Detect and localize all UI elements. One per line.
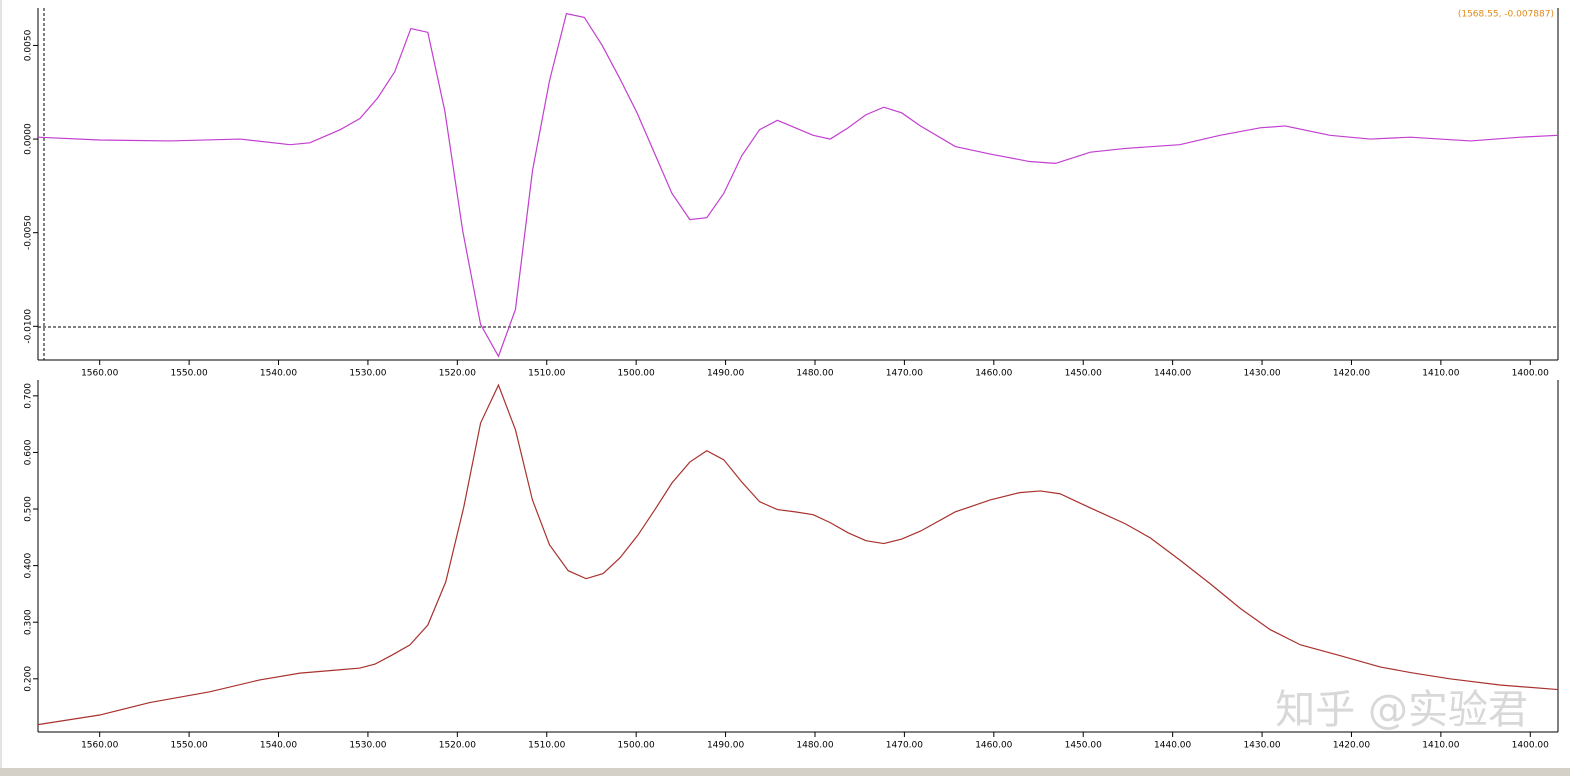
- status-strip: [0, 768, 1570, 776]
- cursor-readout: (1568.55, -0.007887): [1458, 10, 1554, 20]
- y-tick-label: -0.0050: [24, 215, 34, 250]
- x-tick-label: 1440.00: [1154, 741, 1191, 751]
- x-tick-label: 1540.00: [260, 369, 297, 379]
- x-tick-label: 1420.00: [1333, 741, 1370, 751]
- spectrum-line: [37, 12, 1559, 358]
- y-tick-label: -0.0100: [24, 309, 34, 344]
- x-tick-label: 1480.00: [796, 369, 833, 379]
- x-tick-label: 1520.00: [439, 741, 476, 751]
- x-tick-label: 1480.00: [796, 741, 833, 751]
- y-tick-label: 0.0050: [24, 29, 34, 61]
- y-tick-label: 0.500: [24, 496, 34, 522]
- x-tick-label: 1410.00: [1422, 741, 1459, 751]
- x-tick-label: 1450.00: [1065, 741, 1102, 751]
- x-tick-label: 1520.00: [439, 369, 476, 379]
- x-tick-label: 1470.00: [886, 741, 923, 751]
- x-tick-label: 1420.00: [1333, 369, 1370, 379]
- x-tick-label: 1400.00: [1512, 369, 1549, 379]
- spectrum-line: [37, 383, 1559, 726]
- y-tick-label: 0.0000: [24, 123, 34, 155]
- x-tick-label: 1550.00: [170, 741, 207, 751]
- x-tick-label: 1470.00: [886, 369, 923, 379]
- y-tick-label: 0.600: [24, 439, 34, 465]
- x-tick-label: 1510.00: [528, 741, 565, 751]
- x-tick-label: 1490.00: [707, 369, 744, 379]
- x-tick-label: 1560.00: [81, 369, 118, 379]
- x-tick-label: 1500.00: [618, 741, 655, 751]
- x-tick-label: 1410.00: [1422, 369, 1459, 379]
- x-tick-label: 1460.00: [975, 369, 1012, 379]
- x-tick-label: 1450.00: [1065, 369, 1102, 379]
- x-tick-label: 1550.00: [170, 369, 207, 379]
- x-tick-label: 1430.00: [1243, 369, 1280, 379]
- x-tick-label: 1500.00: [618, 369, 655, 379]
- x-tick-label: 1540.00: [260, 741, 297, 751]
- x-tick-label: 1460.00: [975, 741, 1012, 751]
- x-tick-label: 1510.00: [528, 369, 565, 379]
- x-tick-label: 1490.00: [707, 741, 744, 751]
- y-tick-label: 0.700: [24, 383, 34, 409]
- watermark: 知乎 @实验君: [1275, 687, 1528, 733]
- y-tick-label: 0.200: [24, 666, 34, 692]
- y-tick-label: 0.400: [24, 552, 34, 578]
- x-tick-label: 1430.00: [1243, 741, 1280, 751]
- x-tick-label: 1530.00: [349, 741, 386, 751]
- x-tick-label: 1530.00: [349, 369, 386, 379]
- x-tick-label: 1400.00: [1512, 741, 1549, 751]
- y-tick-label: 0.300: [24, 609, 34, 635]
- x-tick-label: 1440.00: [1154, 369, 1191, 379]
- x-tick-label: 1560.00: [81, 741, 118, 751]
